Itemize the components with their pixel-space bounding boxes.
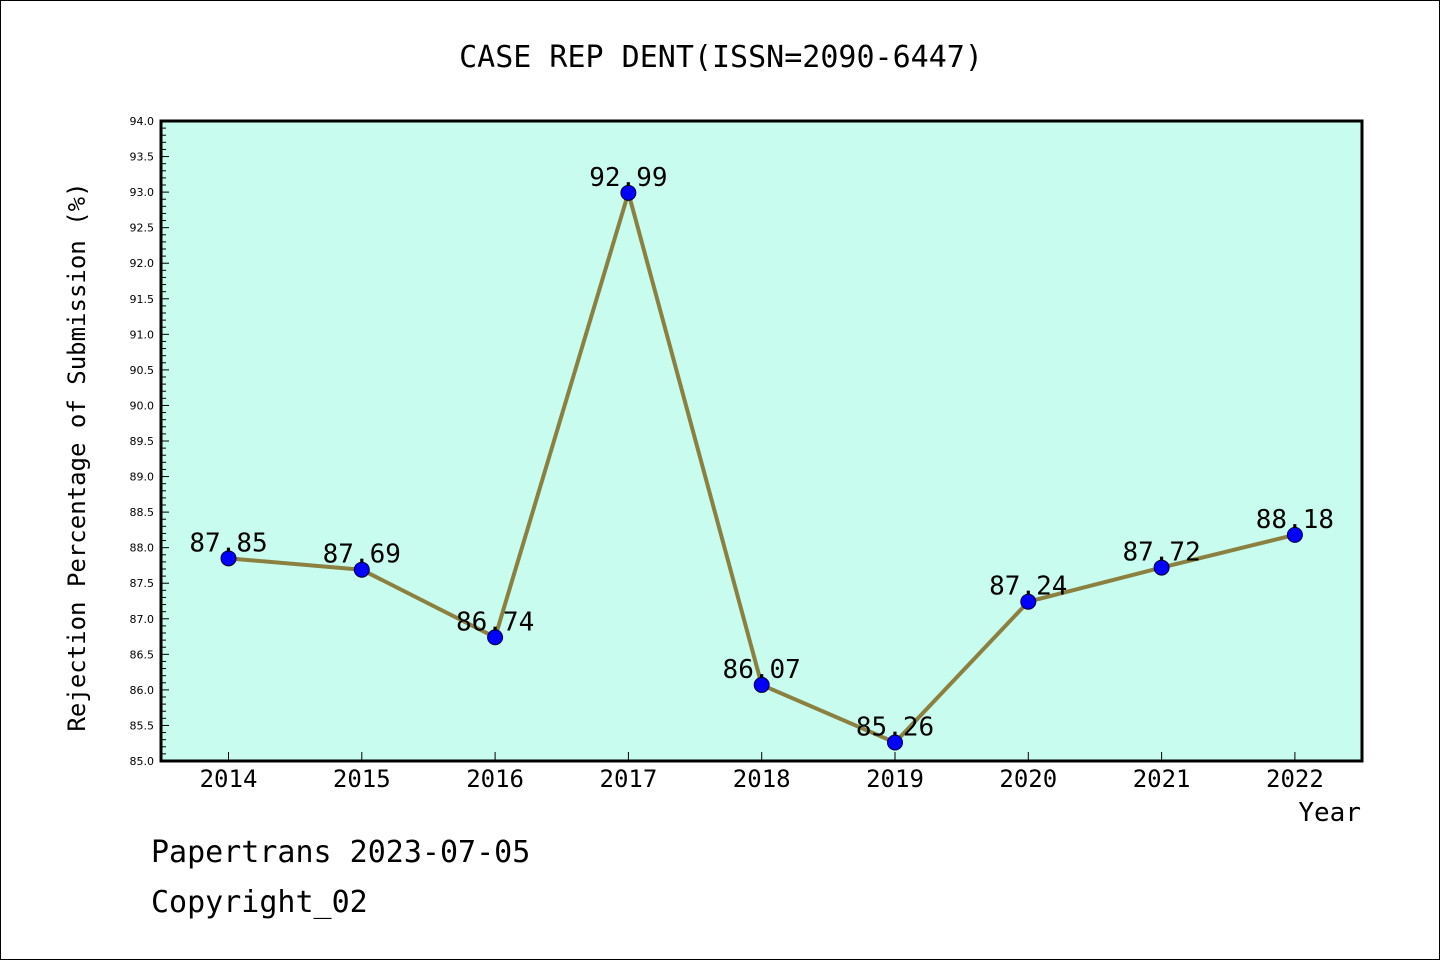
y-tick-label: 85.5	[130, 719, 155, 732]
x-tick-label: 2022	[1266, 765, 1324, 793]
data-point	[1286, 526, 1303, 543]
data-point	[487, 629, 504, 646]
data-label: 86.07	[723, 655, 801, 685]
y-tick-label: 91.5	[130, 293, 155, 306]
footer-copyright-text: Copyright_02	[151, 885, 368, 920]
y-tick-label: 89.5	[130, 435, 155, 448]
data-label: 87.72	[1122, 538, 1200, 568]
data-label: 88.18	[1256, 505, 1334, 535]
data-label: 87.69	[323, 540, 401, 570]
x-tick-label: 2020	[999, 765, 1057, 793]
x-tick-label: 2015	[333, 765, 391, 793]
data-point	[220, 550, 237, 567]
y-tick-label: 86.5	[130, 648, 155, 661]
y-tick-label: 86.0	[130, 684, 155, 697]
data-point	[1020, 593, 1037, 610]
y-axis-label: Rejection Percentage of Submission (%)	[63, 182, 91, 731]
y-tick-label: 90.5	[130, 364, 155, 377]
data-label: 92.99	[589, 163, 667, 193]
y-tick-label: 87.0	[130, 613, 155, 626]
chart-title: CASE REP DENT(ISSN=2090-6447)	[459, 40, 983, 75]
series-layer: 87.85 87.69 86.74 92.99 86.07 85.26 87.24 87.72…	[189, 163, 1334, 751]
y-tick-label: 88.5	[130, 506, 155, 519]
x-tick-label: 2014	[200, 765, 258, 793]
x-tick-label: 2019	[866, 765, 924, 793]
data-point	[887, 734, 903, 751]
x-tick-label: 2017	[600, 765, 658, 793]
y-tick-label: 93.5	[130, 151, 155, 164]
y-tick-label: 89.0	[130, 471, 155, 484]
data-label: 85.26	[856, 713, 934, 743]
plot-area	[159, 119, 1364, 763]
x-tick-label: 2021	[1133, 765, 1191, 793]
data-point	[1153, 559, 1170, 576]
y-tick-label: 85.0	[130, 755, 155, 768]
data-point	[620, 184, 637, 201]
y-tick-label: 92.5	[130, 222, 155, 235]
x-axis: 2014 2015 2016 2017 2018 2019 2020 2021 2022	[200, 752, 1324, 793]
y-tick-label: 93.0	[130, 186, 155, 199]
data-label: 87.24	[989, 572, 1067, 602]
data-point	[353, 561, 370, 578]
x-axis-label: Year	[1298, 798, 1361, 828]
y-tick-label: 92.0	[130, 257, 155, 270]
y-axis: 85.0 85.5 86.0 86.5 87.0 87.5 88.0 88.5 89.0 89.5…	[130, 115, 169, 768]
x-tick-label: 2018	[733, 765, 791, 793]
y-tick-label: 90.0	[130, 399, 155, 412]
y-tick-label: 91.0	[130, 328, 155, 341]
y-tick-label: 88.0	[130, 542, 155, 555]
data-point	[753, 676, 770, 693]
data-label: 87.85	[189, 528, 267, 558]
x-tick-label: 2016	[466, 765, 524, 793]
footer-date-text: Papertrans 2023-07-05	[151, 835, 531, 870]
y-tick-label: 87.5	[130, 577, 155, 590]
y-tick-label: 94.0	[130, 115, 155, 128]
data-label: 86.74	[456, 607, 534, 637]
